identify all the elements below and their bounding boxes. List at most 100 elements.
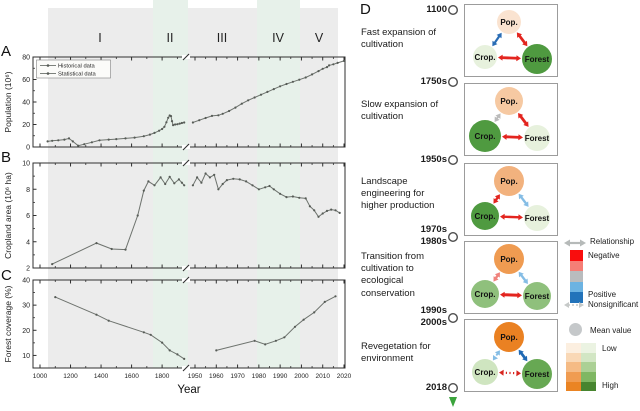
mean-value-swatch [581,372,596,382]
low-label: Low [602,344,617,353]
panel-d-label: D [360,1,371,18]
svg-text:1400: 1400 [94,373,109,380]
pop-node [494,322,524,352]
svg-text:20: 20 [22,122,30,129]
forest-ylabel: Forest coverage (%) [3,285,13,362]
stage-numeral: II [167,31,174,45]
timeline-date-2: 1750s [420,76,447,87]
crop-node-label: Crop. [475,132,496,141]
crop-node-label: Crop. [475,290,496,299]
stage-diagram-4: Pop. Crop. Forest [464,241,558,314]
pop-node-label: Pop. [500,97,517,106]
svg-text:4: 4 [26,239,30,246]
relationship-color-step [570,271,583,282]
timeline-axis [447,4,459,407]
svg-text:1800: 1800 [155,373,170,380]
forest-node [524,205,550,231]
pop-node-label: Pop. [500,18,517,27]
crop-node [473,45,497,69]
forest-node [524,125,550,151]
crop-node [471,202,499,230]
svg-text:1980: 1980 [252,373,267,380]
mean-value-swatch [566,343,581,353]
nonsignificant-label: Nonsignificant [588,300,639,309]
crop-node [471,280,499,308]
cropland-ylabel: Cropland area (10⁶ ha) [3,172,13,259]
stage-diagram-3: Pop. Crop. Forest [464,163,558,236]
svg-text:1000: 1000 [33,373,48,380]
forest-node-label: Forest [525,214,550,223]
svg-text:20: 20 [22,328,30,335]
stage-numeral: III [217,31,227,45]
panel-b-label: B [1,149,12,166]
nonsignificant-arrow-icon [564,302,584,308]
timeline-node [447,383,459,394]
svg-text:80: 80 [22,55,30,62]
relationship-color-step [570,281,583,292]
timeline-date-3: 1950s [420,154,447,165]
panel-c-label: C [1,267,12,284]
svg-text:60: 60 [22,77,30,84]
forest-node-label: Forest [525,55,550,64]
stage-diagram-2: Pop. Crop. Forest [464,83,558,156]
svg-text:1950: 1950 [188,373,203,380]
stage-description-3: Landscape engineering for higher product… [361,176,435,212]
relationship-color-step [570,292,583,303]
forest-line [216,295,336,351]
mean-value-icon [569,323,582,336]
crop-node [472,359,498,385]
svg-text:0: 0 [26,145,30,152]
mean-value-swatch [566,381,581,392]
pop-node [494,166,524,196]
relationship-colorbar [570,250,583,303]
high-label: High [602,381,619,390]
relationship-arrow-icon [564,239,586,247]
svg-text:40: 40 [22,278,30,285]
timeline-node [447,154,459,165]
timeline-node [447,231,459,242]
crop-node-label: Crop. [475,368,496,377]
timeline-arrowhead [449,397,457,407]
forest-node [522,359,552,389]
pop-node-label: Pop. [500,255,517,264]
svg-text:6: 6 [26,213,30,220]
x-axis-title: Year [177,384,201,396]
pop-node-label: Pop. [500,177,517,186]
timeline-node [447,76,459,87]
forest-node-label: Forest [525,292,550,301]
pop-node [497,10,521,34]
pop-node [494,244,524,274]
crop-node [469,120,501,152]
pop-node-label: Pop. [500,333,517,342]
svg-text:30: 30 [22,303,30,310]
svg-text:2: 2 [26,266,30,273]
population-ylabel: Population (10⁶) [3,71,13,132]
mean-value-swatch [566,372,581,382]
mean-value-swatch [566,362,581,373]
crop-node-label: Crop. [475,212,496,221]
relationship-color-step [570,260,583,271]
svg-text:1600: 1600 [124,373,139,380]
forest-node [522,44,552,74]
svg-text:2000: 2000 [294,373,309,380]
forest-node [523,282,551,310]
stage-description-5: Revegetation for environment [361,341,431,365]
svg-text:1970: 1970 [230,373,245,380]
forest-node-label: Forest [525,134,550,143]
svg-text:40: 40 [22,100,30,107]
stage-band-V [300,8,338,368]
mean-value-swatch [581,343,596,353]
timeline-date-6: 2018 [425,382,447,393]
timeline-date-5: 1990s 2000s [420,305,447,328]
mean-value-swatch [581,352,596,363]
panel-a-label: A [1,43,12,60]
mean-value-swatch [566,352,581,363]
relationship-color-step [570,250,583,261]
svg-text:8: 8 [26,187,30,194]
stage-numeral: IV [272,31,284,45]
timeline-date-1: 1100 [426,4,447,15]
svg-text:1960: 1960 [209,373,224,380]
stage-description-2: Slow expansion of cultivation [361,99,439,123]
